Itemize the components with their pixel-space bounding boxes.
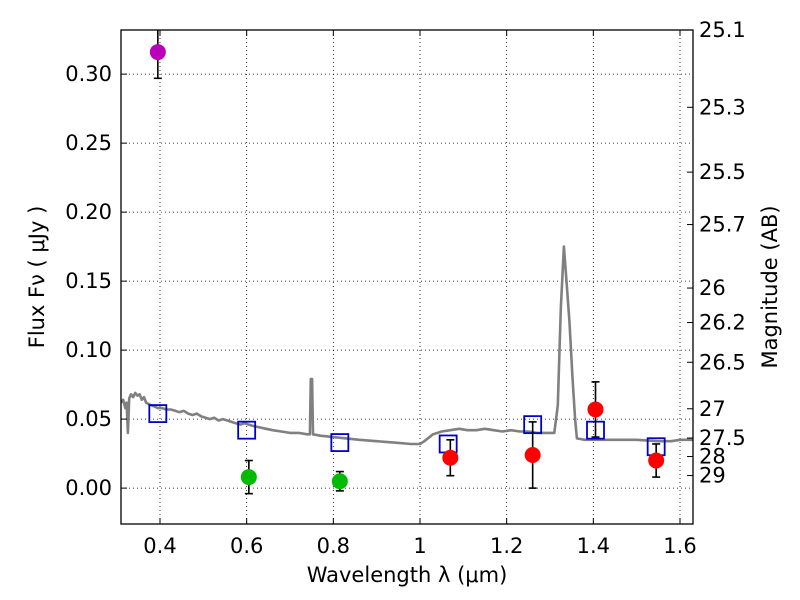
mag-tick-label: 26.2: [699, 311, 746, 335]
mag-tick-label: 25.3: [699, 95, 746, 119]
observed-point: [149, 44, 166, 61]
x-axis-label: Wavelength λ (μm): [307, 563, 508, 587]
y-tick-label: 0.05: [65, 407, 112, 431]
mag-tick-label: 27.5: [699, 426, 746, 450]
mag-tick-label: 28: [699, 445, 726, 469]
model-photometry-square: [330, 433, 350, 452]
mag-tick-label: 29: [699, 464, 726, 488]
model-photometry-square: [237, 420, 257, 440]
x-tick-label: 0.8: [317, 534, 350, 558]
y-tick-label: 0.20: [65, 200, 112, 224]
mag-tick-label: 25.7: [699, 213, 746, 237]
mag-tick-label: 27: [699, 397, 726, 421]
x-tick-label: 1: [413, 534, 426, 558]
y2-axis-label: Magnitude (AB): [758, 205, 782, 368]
x-tick-label: 1.2: [490, 534, 523, 558]
observed-point: [524, 447, 541, 464]
observed-point: [442, 449, 459, 466]
plot-frame: [120, 29, 694, 525]
x-tick-label: 0.6: [230, 534, 263, 558]
tick-layer: 0.4 0.6 0.8 1 1.2 1.4 1.6 0.00 0.05 0.10 0.15 0.20 0…: [65, 18, 746, 558]
y-tick-label: 0.10: [65, 338, 112, 362]
y-tick-label: 0.00: [65, 476, 112, 500]
y-tick-label: 0.30: [65, 62, 112, 86]
y-axis-label: Flux Fν ( μJy ): [25, 206, 49, 349]
mag-tick-label: 25.5: [699, 160, 746, 184]
x-tick-label: 0.4: [143, 534, 176, 558]
model-photometry-square: [438, 434, 458, 454]
x-tick-label: 1.6: [663, 534, 696, 558]
mag-tick-label: 26.5: [699, 350, 746, 374]
observed-point: [648, 452, 665, 469]
observed-point: [331, 473, 348, 490]
observed-point: [240, 469, 257, 486]
y-tick-label: 0.25: [65, 131, 112, 155]
mag-tick-label: 25.1: [699, 18, 746, 42]
series-layer: [121, 30, 693, 495]
sed-model-line: [121, 245, 693, 446]
model-photometry-square: [148, 404, 168, 424]
x-tick-label: 1.4: [577, 534, 610, 558]
observed-point: [587, 401, 604, 418]
grid-layer: [121, 30, 693, 524]
mag-tick-label: 26: [699, 276, 726, 300]
y-tick-label: 0.15: [65, 269, 112, 293]
